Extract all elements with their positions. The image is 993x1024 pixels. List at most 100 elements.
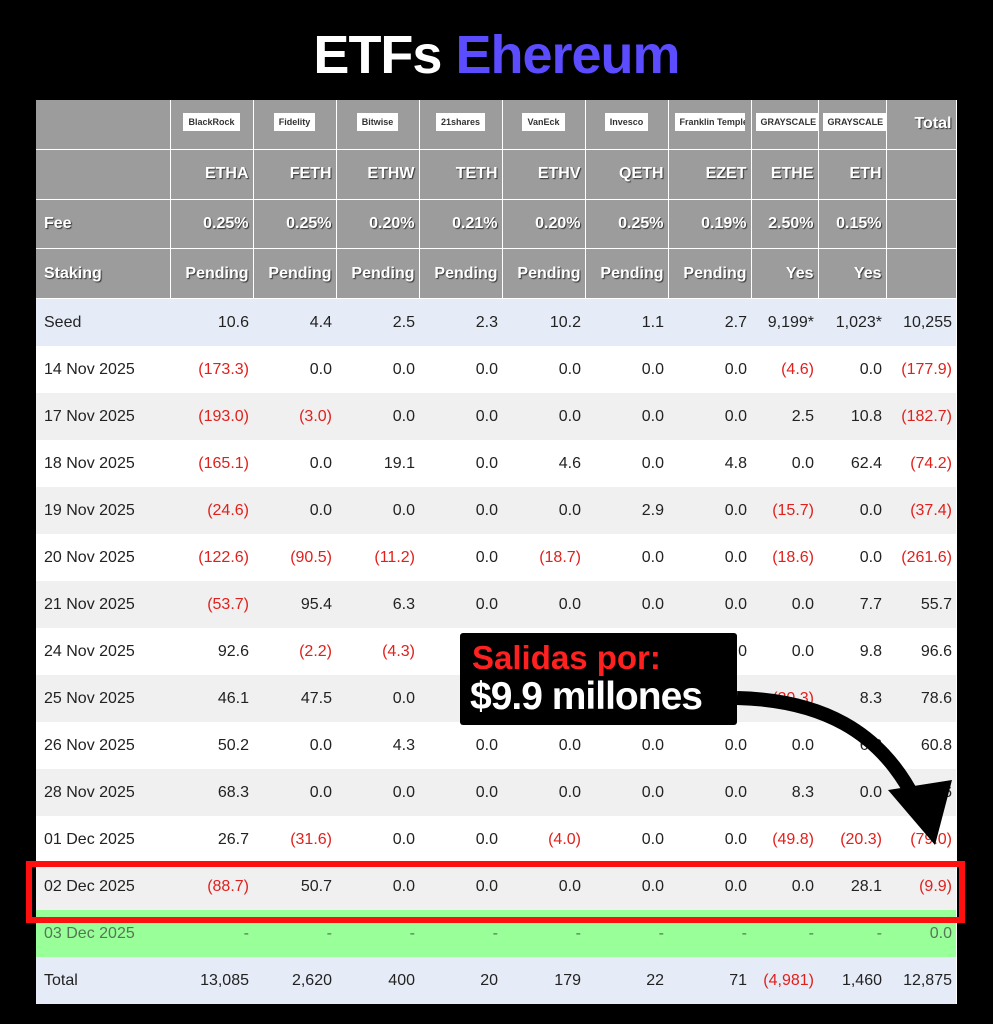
cell-value: 0.0	[475, 548, 498, 566]
data-row: 18 Nov 2025 (165.1) 0.0 19.1 0.0 4.6 0.0 4.8 0.0…	[36, 440, 956, 487]
annotation: Salidas por: $9.9 millones	[460, 633, 737, 725]
row-label: 24 Nov 2025	[44, 642, 135, 660]
ticker: QETH	[585, 149, 669, 200]
cell-value: 0.0	[724, 548, 747, 566]
cell-value: 0.0	[641, 360, 664, 378]
cell-value: 50.2	[217, 736, 249, 754]
issuer-logo: Franklin Templeton	[674, 112, 745, 131]
cell-value: 2.5	[392, 313, 415, 331]
header-logos: BlackRock Fidelity Bitwise 21shares VanEck In…	[36, 100, 957, 150]
empty-cell	[886, 199, 957, 250]
cell-value: -	[658, 924, 664, 942]
cell-value: 0.0	[558, 783, 581, 801]
cell-value: 0.0	[641, 548, 664, 566]
cell-value: 0.0	[309, 454, 332, 472]
data-row: 02 Dec 2025 (88.7) 50.7 0.0 0.0 0.0 0.0 0.0 0.0 2…	[36, 863, 956, 910]
cell-value: 1,023*	[835, 313, 882, 331]
cell-value: 62.4	[850, 454, 882, 472]
cell-value: 96.6	[920, 642, 952, 660]
staking-value: Pending	[668, 248, 752, 299]
cell-value: 0.0	[475, 736, 498, 754]
cell-value: -	[409, 924, 415, 942]
fee-value: 0.25%	[253, 199, 337, 250]
cell-value: (261.6)	[901, 548, 952, 566]
cell-value: -	[876, 924, 882, 942]
fee-value: 0.19%	[668, 199, 752, 250]
cell-value: 0.0	[558, 501, 581, 519]
cell-value: 4.8	[724, 454, 747, 472]
cell-value: (20.3)	[840, 830, 882, 848]
cell-value: 0.0	[641, 407, 664, 425]
staking-value: Pending	[336, 248, 420, 299]
ticker: ETHV	[502, 149, 586, 200]
cell-value: 95.4	[300, 595, 332, 613]
cell-value: (18.6)	[772, 548, 814, 566]
logo-cell: Franklin Templeton	[668, 100, 752, 150]
cell-value: 55.7	[920, 595, 952, 613]
empty-cell	[886, 248, 957, 299]
cell-value: 0.0	[724, 736, 747, 754]
cell-value: 0.0	[724, 360, 747, 378]
staking-value: Yes	[818, 248, 887, 299]
cell-value: -	[492, 924, 498, 942]
cell-value: (4.0)	[548, 830, 581, 848]
cell-value: 0.0	[724, 877, 747, 895]
cell-value: -	[741, 924, 747, 942]
cell-value: (2.2)	[299, 642, 332, 660]
cell-value: 20	[480, 971, 498, 989]
highlight-box	[26, 861, 965, 923]
cell-value: 0.0	[641, 830, 664, 848]
row-label: 25 Nov 2025	[44, 689, 135, 707]
cell-value: 0.0	[641, 595, 664, 613]
staking-value: Pending	[502, 248, 586, 299]
row-label: 19 Nov 2025	[44, 501, 135, 519]
cell-value: (74.2)	[910, 454, 952, 472]
cell-value: 26.7	[217, 830, 249, 848]
cell-value: 12,875	[903, 971, 952, 989]
ticker: ETHE	[751, 149, 819, 200]
cell-value: 0.0	[392, 360, 415, 378]
issuer-logo: GRAYSCALE	[755, 112, 817, 131]
staking-value: Pending	[253, 248, 337, 299]
staking-value: Pending	[419, 248, 503, 299]
total-header: Total	[886, 100, 957, 150]
logo-cell: VanEck	[502, 100, 586, 150]
cell-value: 4.6	[558, 454, 581, 472]
cell-value: 0.0	[475, 783, 498, 801]
cell-value: 0.0	[475, 407, 498, 425]
cell-value: 8.3	[791, 783, 814, 801]
row-label: 26 Nov 2025	[44, 736, 135, 754]
fee-value: 2.50%	[751, 199, 819, 250]
row-label: 03 Dec 2025	[44, 924, 135, 942]
cell-value: 0.0	[475, 830, 498, 848]
fee-value: 0.21%	[419, 199, 503, 250]
row-label: 01 Dec 2025	[44, 830, 135, 848]
cell-value: 71	[729, 971, 747, 989]
ticker: TETH	[419, 149, 503, 200]
cell-value: 28.1	[850, 877, 882, 895]
cell-value: (90.5)	[290, 548, 332, 566]
data-row: 14 Nov 2025 (173.3) 0.0 0.0 0.0 0.0 0.0 0.0 (4.6…	[36, 346, 956, 393]
cell-value: 10.8	[850, 407, 882, 425]
cell-value: 0.0	[558, 595, 581, 613]
annotation-line1: Salidas por:	[472, 639, 661, 676]
issuer-logo: VanEck	[522, 112, 565, 131]
fee-value: 0.25%	[585, 199, 669, 250]
cell-value: 0.0	[558, 877, 581, 895]
cell-value: 0.0	[309, 783, 332, 801]
fee-label: Fee	[36, 199, 171, 250]
row-label: 02 Dec 2025	[44, 877, 135, 895]
data-row: Total 13,085 2,620 400 20 179 22 71 (4,981) 1,460…	[36, 957, 956, 1004]
cell-value: (18.7)	[539, 548, 581, 566]
cell-value: 0.0	[641, 736, 664, 754]
cell-value: 2.9	[641, 501, 664, 519]
cell-value: 0.0	[309, 501, 332, 519]
fee-value: 0.15%	[818, 199, 887, 250]
data-row: 28 Nov 202568.30.00.00.00.00.00.08.30.07…	[36, 769, 956, 816]
cell-value: 0.0	[859, 783, 882, 801]
cell-value: 0.0	[724, 407, 747, 425]
row-label: 17 Nov 2025	[44, 407, 135, 425]
cell-value: 0.0	[392, 830, 415, 848]
logo-cell: Invesco	[585, 100, 669, 150]
